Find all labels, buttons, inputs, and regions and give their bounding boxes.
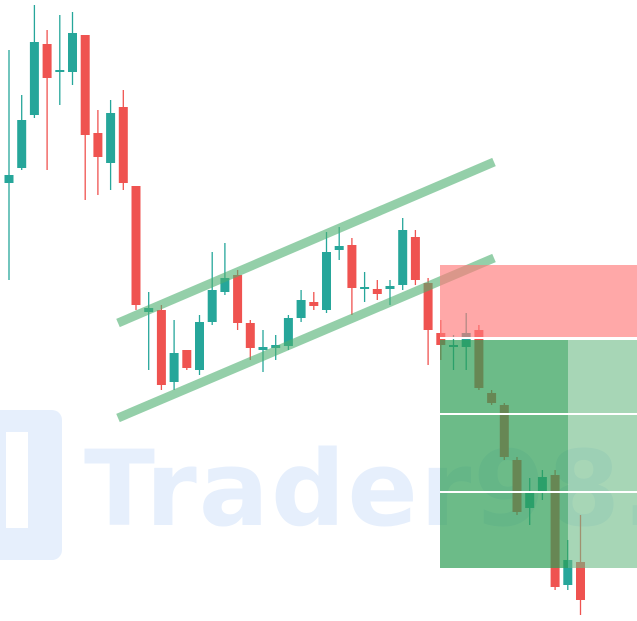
candle-body	[233, 275, 243, 323]
candle-body	[156, 310, 166, 385]
candle-body	[360, 287, 370, 289]
candle-body	[29, 42, 39, 115]
candle-body	[68, 33, 77, 72]
candle-body	[80, 35, 90, 135]
candle-body	[169, 353, 179, 382]
candle-body	[220, 278, 230, 292]
channel-upper	[116, 157, 496, 328]
candle-body	[385, 286, 395, 289]
stop-zone	[440, 265, 637, 338]
candle-body	[334, 246, 344, 250]
candle-body	[42, 44, 52, 78]
candle-body	[322, 252, 331, 310]
candle-body	[398, 230, 408, 285]
candle-body	[195, 322, 204, 370]
candle-body	[182, 350, 192, 368]
target-zone-right	[568, 340, 637, 568]
candle-body	[106, 113, 116, 163]
candle-body	[17, 120, 27, 168]
candle-body	[207, 290, 217, 322]
candle-body	[258, 347, 268, 350]
candle-body	[296, 300, 306, 318]
channel-lower	[116, 253, 496, 423]
candle-body	[131, 186, 141, 305]
candle-body	[93, 133, 103, 157]
candle-body	[283, 318, 293, 346]
candle-body	[347, 245, 357, 288]
candle-body	[118, 107, 128, 183]
candle-body	[372, 289, 382, 294]
candle-body	[245, 323, 255, 348]
candle-body	[423, 283, 433, 330]
candle-body	[55, 70, 65, 72]
candle-body	[4, 175, 14, 183]
candle-body	[576, 562, 585, 600]
candle-body	[309, 302, 319, 306]
target-zone	[440, 340, 568, 568]
candle-body	[563, 560, 573, 585]
watermark-icon-cut	[6, 432, 28, 528]
candle-body	[410, 237, 420, 280]
drawings	[116, 157, 637, 568]
